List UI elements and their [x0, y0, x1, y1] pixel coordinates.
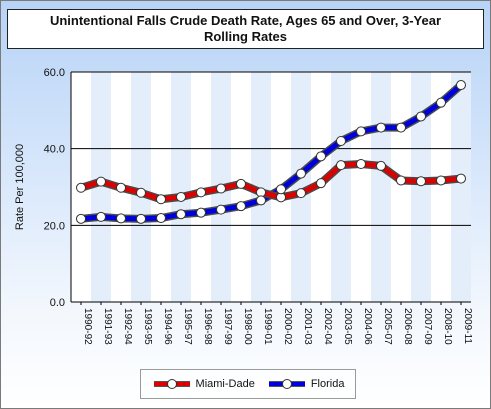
chart-title: Unintentional Falls Crude Death Rate, Ag… [7, 9, 484, 49]
x-tick-label: 1993-95 [142, 308, 153, 345]
legend-item-florida: Florida [267, 378, 345, 390]
data-point-miami-dade [156, 194, 166, 205]
x-tick-label: 2007-09 [422, 308, 433, 345]
y-tick-label: 40.0 [44, 144, 65, 156]
data-point-florida [156, 213, 166, 224]
data-point-miami-dade [356, 159, 366, 169]
x-tick-label: 2005-07 [382, 308, 393, 345]
plot-band [131, 72, 151, 302]
data-point-miami-dade [436, 175, 446, 186]
data-point-florida [276, 184, 286, 195]
x-tick-label: 1991-93 [102, 308, 113, 345]
x-tick-label: 2006-08 [402, 308, 413, 345]
legend-swatch-miami-dade [153, 379, 190, 389]
tick-labels: 0.0 20.0 40.0 60.0 1990-92 1991-93 1992-94 1993… [44, 67, 473, 345]
data-point-miami-dade [456, 173, 466, 184]
legend: Miami-Dade Florida [140, 369, 356, 399]
data-point-florida [76, 213, 86, 224]
x-tick-label: 2003-05 [342, 308, 353, 345]
x-tick-label: 2009-11 [462, 308, 473, 344]
data-point-florida [136, 213, 146, 224]
plot-band [91, 72, 111, 302]
data-point-miami-dade [96, 176, 106, 187]
legend-item-miami-dade: Miami-Dade [152, 378, 255, 390]
data-point-miami-dade [336, 160, 346, 171]
data-point-florida [176, 209, 186, 220]
data-point-miami-dade [216, 183, 226, 194]
x-tick-label: 1998-00 [242, 308, 253, 345]
x-tick-label: 2002-04 [322, 308, 333, 345]
data-point-florida [296, 168, 306, 179]
data-point-florida [316, 151, 326, 162]
data-point-florida [256, 195, 266, 206]
series-lines [76, 80, 466, 224]
plot-band [291, 72, 311, 302]
y-tick-label: 0.0 [50, 297, 65, 309]
plot-band [171, 72, 191, 302]
data-point-miami-dade [176, 191, 186, 202]
x-tick-label: 2008-10 [442, 308, 453, 345]
data-point-miami-dade [196, 187, 206, 198]
data-point-miami-dade [316, 178, 326, 189]
data-point-miami-dade [136, 187, 146, 198]
data-point-miami-dade [416, 176, 426, 187]
gridlines [71, 71, 471, 226]
legend-label-florida: Florida [310, 378, 345, 390]
plot-band [331, 72, 351, 302]
x-tick-label: 1992-94 [122, 308, 133, 345]
data-point-miami-dade [76, 182, 86, 193]
data-point-florida [456, 80, 466, 91]
y-tick-label: 60.0 [44, 67, 65, 79]
data-point-florida [236, 201, 246, 212]
legend-label-miami-dade: Miami-Dade [195, 378, 255, 390]
data-point-florida [216, 204, 226, 215]
x-tick-label: 1994-96 [162, 308, 173, 345]
plot-band [251, 72, 271, 302]
axes [70, 72, 471, 305]
x-tick-label: 2004-06 [362, 308, 373, 345]
data-point-miami-dade [296, 188, 306, 199]
plot-band [411, 72, 431, 302]
y-tick-label: 20.0 [44, 220, 65, 232]
data-point-florida [356, 126, 366, 137]
x-tick-label: 2001-03 [302, 308, 313, 345]
data-point-florida [376, 122, 386, 133]
data-point-florida [96, 211, 106, 222]
data-point-florida [196, 207, 206, 218]
x-tick-label: 1997-99 [222, 308, 233, 345]
data-point-florida [416, 111, 426, 122]
x-tick-label: 2000-02 [282, 308, 293, 345]
data-point-miami-dade [396, 175, 406, 186]
x-tick-label: 1990-92 [82, 308, 93, 345]
x-tick-label: 1995-97 [182, 308, 193, 345]
data-point-florida [436, 97, 446, 108]
x-tick-label: 1996-98 [202, 308, 213, 345]
data-point-miami-dade [376, 160, 386, 171]
x-tick-label: 1999-01 [262, 308, 273, 345]
plot-band [451, 72, 471, 302]
y-axis-title: Rate Per 100,000 [14, 144, 26, 230]
data-point-miami-dade [236, 178, 246, 189]
plot-band [371, 72, 391, 302]
data-point-florida [116, 213, 126, 224]
data-point-florida [336, 136, 346, 146]
data-point-florida [396, 122, 406, 133]
data-point-miami-dade [116, 182, 126, 193]
legend-swatch-florida [268, 379, 305, 389]
